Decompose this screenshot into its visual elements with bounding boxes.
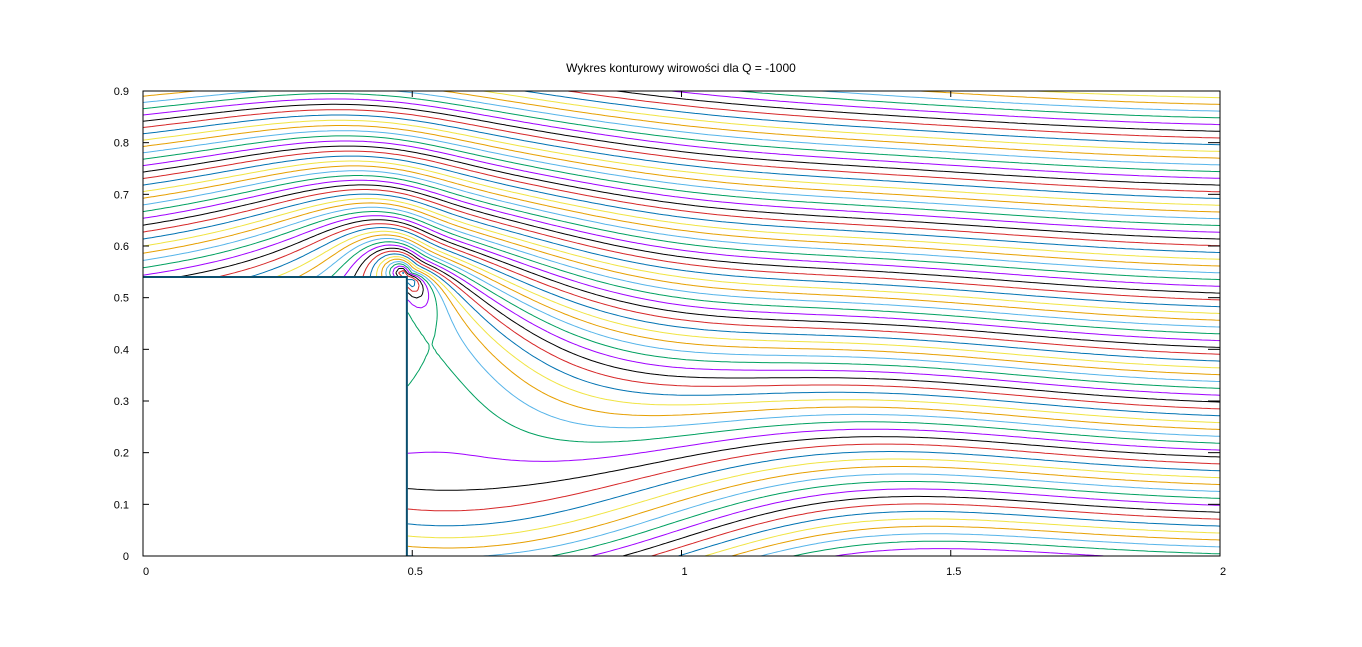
- contour-line: [143, 189, 1220, 301]
- y-tick-label: 0.2: [114, 448, 129, 460]
- x-tick-label: 1.5: [946, 566, 961, 578]
- plot-frame: [142, 90, 1221, 557]
- contour-line: [143, 119, 1220, 206]
- contour-line: [143, 145, 1220, 240]
- contour-line: [834, 548, 1106, 556]
- contour-line: [143, 175, 1220, 281]
- contour-line: [330, 241, 1220, 389]
- y-tick-label: 0.9: [114, 86, 129, 98]
- contour-line: [343, 244, 1220, 396]
- contour-line: [143, 202, 1220, 321]
- contour-line: [143, 150, 1220, 247]
- contour-line: [821, 91, 1220, 112]
- contour-line: [143, 114, 1220, 199]
- contour-line: [217, 223, 1220, 355]
- obstacle-outline: [143, 276, 408, 556]
- contour-line: [381, 258, 1220, 430]
- contour-line: [407, 458, 1220, 539]
- contour-line: [143, 93, 1220, 173]
- contour-line: [143, 160, 1220, 260]
- contour-line: [616, 91, 1220, 132]
- contour-line: [143, 179, 1220, 287]
- x-tick-label: 1: [681, 566, 687, 578]
- x-tick-label: 0: [143, 566, 149, 578]
- contour-line: [1035, 91, 1220, 99]
- contour-line: [407, 466, 1220, 549]
- contour-line: [249, 227, 1220, 362]
- y-tick-label: 0.5: [114, 293, 129, 305]
- y-tick-label: 0.7: [114, 189, 129, 201]
- contour-line: [143, 91, 1220, 166]
- contour-line: [402, 271, 1220, 527]
- contour-lines: [143, 91, 1220, 556]
- contour-line: [143, 98, 1220, 179]
- contour-line: [143, 215, 1220, 342]
- contour-line: [392, 265, 1220, 462]
- contour-line: [671, 91, 1220, 126]
- contour-line: [143, 165, 1220, 267]
- contour-line: [389, 263, 1220, 444]
- contour-line: [369, 253, 1220, 417]
- contour-line: [704, 518, 1220, 556]
- contour-line: [143, 198, 1220, 314]
- contour-line: [395, 267, 1220, 491]
- contour-line: [143, 193, 1220, 308]
- y-tick-label: 0.1: [114, 499, 129, 511]
- contour-line: [143, 135, 1220, 226]
- contour-line: [793, 540, 1220, 556]
- contour-line: [143, 125, 1220, 213]
- contour-line: [143, 103, 1220, 186]
- contour-line: [143, 155, 1220, 253]
- contour-line: [738, 91, 1220, 119]
- contour-line: [143, 206, 1220, 328]
- contour-line: [567, 91, 1220, 139]
- contour-line: [362, 250, 1220, 410]
- contour-line: [178, 219, 1220, 348]
- contour-line: [143, 140, 1220, 233]
- contour-line: [398, 269, 1220, 512]
- y-tick-label: 0.8: [114, 138, 129, 150]
- contour-line: [143, 130, 1220, 220]
- contour-line: [143, 109, 1220, 193]
- contour-line: [275, 230, 1220, 369]
- x-tick-label: 2: [1220, 566, 1226, 578]
- contour-line: [551, 481, 1220, 556]
- chart-title: Wykres konturowy wirowości dla Q = -1000: [566, 61, 796, 75]
- contour-line: [524, 91, 1220, 146]
- contour-line: [143, 91, 1220, 159]
- contour-line: [297, 234, 1220, 376]
- y-tick-label: 0: [123, 551, 129, 563]
- y-tick-label: 0.6: [114, 241, 129, 253]
- axis-ticks: 0 0.5 1 1.5 2 0 0.1 0.2 0.3 0.4 0.5 0.6 0.7 0.8 0.9: [114, 86, 1226, 578]
- contour-line: [376, 256, 1220, 424]
- contour-line: [143, 211, 1220, 335]
- x-tick-label: 0.5: [408, 566, 423, 578]
- contour-line: [385, 261, 1220, 437]
- contour-line: [483, 91, 1220, 152]
- contour-line: [353, 247, 1220, 403]
- contour-line: [143, 184, 1220, 294]
- y-tick-label: 0.4: [114, 344, 129, 356]
- y-tick-label: 0.3: [114, 396, 129, 408]
